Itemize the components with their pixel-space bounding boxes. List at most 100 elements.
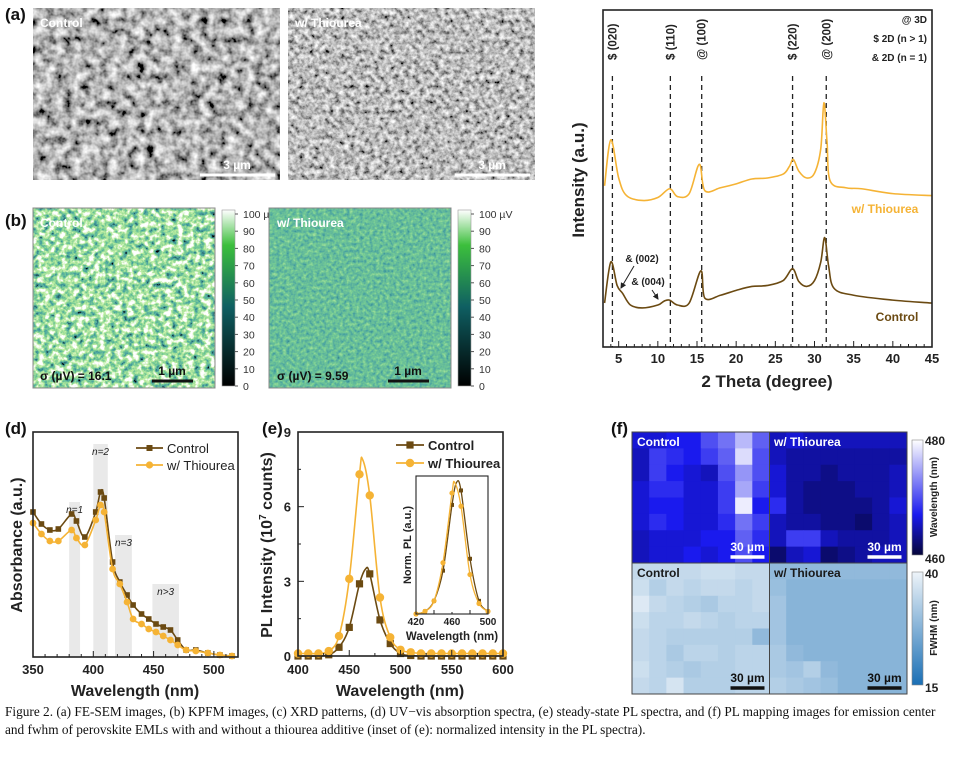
band-label: n=2 — [92, 447, 109, 458]
kpfm-colorbar-ticks: 100 µV 90 80 70 60 50 40 30 20 10 0 — [235, 209, 277, 393]
heatmap-cell — [717, 432, 736, 449]
heatmap-cell — [803, 579, 822, 597]
inset-frame — [415, 475, 489, 615]
data-point-circle — [431, 598, 437, 604]
heatmap-cell — [769, 595, 787, 613]
reference-line-label: @ (200) — [821, 19, 833, 60]
heatmap-cell — [632, 677, 650, 695]
colorbar-tick-label: 10 — [479, 364, 491, 376]
heatmap-cell — [632, 661, 650, 679]
y-axis-label: Intensity (a.u.) — [569, 122, 588, 237]
data-point-square — [109, 559, 116, 565]
heatmap-cell — [889, 644, 907, 662]
data-point-circle — [182, 646, 190, 654]
colorbar-tick-label: 40 — [479, 312, 491, 324]
scale-bar-label: 30 µm — [867, 540, 901, 554]
heatmap-cell — [820, 563, 839, 580]
x-tick-label: 5 — [615, 351, 622, 366]
colorbar-min-label: 15 — [925, 681, 939, 695]
heatmap-cell — [649, 497, 667, 515]
heatmap-cell — [683, 530, 702, 548]
data-point-square — [335, 643, 343, 651]
heatmap-cell — [889, 563, 907, 580]
heatmap-cell — [854, 513, 873, 531]
legend-label: Control — [428, 438, 474, 453]
heatmap-cell — [820, 448, 839, 466]
heatmap-cell — [683, 661, 702, 679]
data-point-circle — [324, 646, 333, 656]
y-tick-label: 3 — [284, 574, 291, 589]
heatmap-cell — [666, 530, 685, 548]
heatmap-cell — [700, 432, 719, 449]
wavelength-colorbar — [911, 439, 924, 556]
heatmap-cell — [666, 432, 685, 449]
panel-label-e: (e) — [262, 419, 283, 438]
data-point-circle — [192, 647, 200, 655]
data-point-circle — [97, 501, 104, 509]
heatmap-cell — [769, 628, 787, 646]
heatmap-cell — [683, 464, 702, 482]
heatmap-cell — [752, 677, 770, 695]
data-point-circle — [375, 593, 385, 602]
heatmap-cell — [683, 628, 702, 646]
heatmap-cell — [854, 497, 873, 515]
sem-thiourea-image: w/ Thiourea 3 µm — [288, 8, 535, 180]
plot-frame — [602, 9, 933, 348]
kpfm-thiourea-label: w/ Thiourea — [276, 216, 344, 230]
data-point-square — [138, 611, 145, 617]
heatmap-cell — [889, 530, 907, 548]
scale-bar-label: 3 µm — [478, 158, 506, 172]
band-n=2 — [93, 444, 108, 657]
heatmap-cell — [717, 563, 736, 580]
heatmap-cell — [632, 432, 650, 449]
heatmap-cell — [803, 546, 822, 564]
heatmap-cell — [717, 546, 736, 564]
data-point-circle — [129, 615, 137, 623]
data-point-circle — [355, 470, 364, 479]
xrd-chart: $ (020) $ (110) @ (100) $ (220) @ (200) w/ Th… — [569, 9, 939, 391]
heatmap-cell — [889, 481, 907, 498]
scale-bar-label: 30 µm — [730, 671, 764, 685]
heatmap-cell — [649, 448, 667, 466]
heatmap-cell — [649, 432, 667, 449]
annotation-arrow — [620, 265, 635, 289]
caption-label: Figure 2. — [5, 704, 54, 719]
x-tick-label: 10 — [651, 351, 665, 366]
heatmap-cell — [837, 595, 856, 613]
heatmap-cell — [837, 612, 856, 629]
heatmap-cell — [649, 661, 667, 679]
colorbar-tick-label: 50 — [479, 295, 491, 307]
heatmap-cell — [735, 497, 753, 515]
band-n=3 — [115, 535, 132, 657]
reference-line-label: $ (020) — [607, 23, 619, 60]
series-line-control — [603, 236, 933, 309]
caption-text: (a) FE-SEM images, (b) KPFM images, (c) … — [5, 704, 936, 737]
heatmap-cell — [700, 628, 719, 646]
data-point-square — [355, 580, 364, 588]
scale-bar-label: 1 µm — [394, 364, 422, 378]
data-point-circle — [152, 628, 160, 636]
data-point-square — [386, 639, 394, 648]
heatmap-cell — [735, 644, 753, 662]
kpfm-thiourea-sigma: σ (µV) = 9.59 — [277, 369, 349, 383]
data-point-circle — [54, 537, 62, 545]
data-point-circle — [365, 491, 374, 500]
panel-label-d: (d) — [5, 419, 27, 438]
heatmap-cell — [786, 464, 804, 482]
heatmap-cell — [820, 661, 839, 679]
series-line — [415, 480, 489, 615]
heatmap-cell — [872, 628, 890, 646]
heatmap-cell — [752, 644, 770, 662]
heatmap-cell — [803, 530, 822, 548]
data-point-circle — [405, 458, 415, 468]
heatmap-cell — [769, 448, 787, 466]
heatmap-cell — [700, 497, 719, 515]
heatmap-cell — [889, 448, 907, 466]
heatmap-cell — [803, 677, 822, 695]
heatmap-cell — [872, 677, 890, 695]
scale-bar-label: 30 µm — [867, 671, 901, 685]
heatmap-cell — [820, 595, 839, 613]
heatmap-cell — [803, 432, 822, 449]
heatmap-cell — [632, 628, 650, 646]
heatmap-cell — [872, 595, 890, 613]
